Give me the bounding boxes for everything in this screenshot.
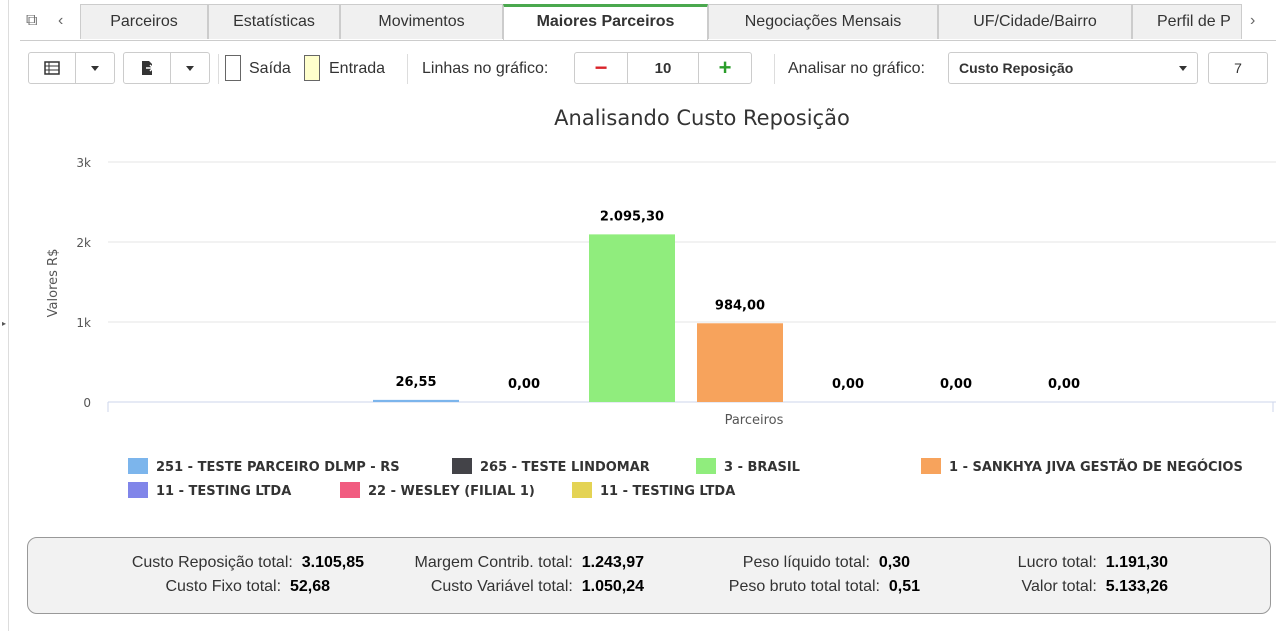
data-label: 0,00 [508,377,540,392]
analyze-label: Analisar no gráfico: [788,60,925,77]
summary-panel: Custo Reposição total: 3.105,85 Custo Fi… [27,537,1271,614]
peso-liquido-total: Peso líquido total: 0,30 [743,554,910,572]
caret-down-icon [186,65,194,71]
data-label: 0,00 [832,377,864,392]
entrada-label: Entrada [329,60,386,77]
y-tick-label: 3k [76,156,91,170]
tab-maiores-parceiros[interactable]: Maiores Parceiros [503,4,708,40]
minus-icon: − [594,55,608,80]
y-tick-label: 0 [83,396,91,410]
export-dropdown[interactable] [170,52,210,84]
legend-swatch [452,458,472,474]
peso-bruto-total: Peso bruto total total: 0,51 [729,578,920,596]
lines-label: Linhas no gráfico: [422,60,549,77]
caret-down-icon [91,65,99,71]
valor-label: Valor total: [1021,578,1097,595]
toolbar-divider [218,54,219,84]
grid-view-dropdown[interactable] [75,52,115,84]
custo-fixo-total: Custo Fixo total: 52,68 [165,578,330,596]
toolbar-divider [407,54,408,84]
custo-variavel-total: Custo Variável total: 1.050,24 [431,578,644,596]
lines-count-input[interactable]: 10 [627,52,699,84]
legend-item-label: 22 - WESLEY (FILIAL 1) [368,484,535,499]
lucro-total: Lucro total: 1.191,30 [1018,554,1168,572]
x-axis-label: Parceiros [725,413,784,428]
export-button[interactable] [123,52,171,84]
y-tick-label: 2k [76,236,91,250]
legend-swatch [340,482,360,498]
tab-scroll-left-icon[interactable]: ‹ [58,12,64,29]
table-icon [44,61,60,75]
analyze-select[interactable]: Custo Reposição [948,52,1198,84]
peso-liquido-label: Peso líquido total: [742,554,870,571]
grid-view-button[interactable] [28,52,76,84]
custo-fixo-value: 52,68 [289,578,330,595]
tab-estatisticas[interactable]: Estatísticas [208,4,340,39]
toolbar-divider [774,54,775,84]
peso-bruto-label: Peso bruto total total: [728,578,880,595]
bar-chart: Analisando Custo Reposição 0 1k 2k 3k 26,55… [46,106,1276,499]
legend-item-label: 3 - BRASIL [724,460,800,475]
legend-swatch [572,482,592,498]
extra-value-input[interactable]: 7 [1208,52,1268,84]
saida-label: Saída [249,60,291,77]
tab-perfil[interactable]: Perfil de P [1132,4,1242,39]
lucro-label: Lucro total: [1017,554,1097,571]
valor-total: Valor total: 5.133,26 [1022,578,1168,596]
chart-title: Analisando Custo Reposição [554,106,850,130]
data-label: 2.095,30 [600,209,664,224]
tab-bar: ⧉ ‹ Parceiros Estatísticas Movimentos Ma… [20,4,1276,41]
legend-item-label: 265 - TESTE LINDOMAR [480,460,650,475]
legend-swatch [128,458,148,474]
data-label: 26,55 [395,375,436,390]
analyze-select-value: Custo Reposição [959,60,1074,76]
valor-value: 5.133,26 [1105,578,1168,595]
bar [589,234,675,402]
tab-scroll-right-icon[interactable]: › [1250,12,1256,29]
left-splitter[interactable] [8,0,9,631]
data-label: 0,00 [940,377,972,392]
margem-value: 1.243,97 [581,554,644,571]
custo-reposicao-value: 3.105,85 [301,554,364,571]
tab-movimentos[interactable]: Movimentos [340,4,503,39]
tab-uf-cidade-bairro[interactable]: UF/Cidade/Bairro [938,4,1132,39]
legend-swatch [696,458,716,474]
caret-down-icon [1179,65,1187,71]
y-axis-label: Valores R$ [46,249,61,318]
data-label: 984,00 [715,298,765,313]
bar [697,323,783,402]
peso-bruto-value: 0,51 [888,578,920,595]
entrada-swatch[interactable] [304,55,320,81]
legend-item-label: 11 - TESTING LTDA [156,484,291,499]
decrease-lines-button[interactable]: − [574,52,628,84]
bar [373,399,459,402]
collapse-arrow-icon[interactable]: ▸ [2,319,7,328]
custo-variavel-value: 1.050,24 [581,578,644,595]
legend-item-label: 1 - SANKHYA JIVA GESTÃO DE NEGÓCIOS [949,459,1243,475]
export-file-icon [142,61,154,75]
peso-liquido-value: 0,30 [878,554,910,571]
y-tick-label: 1k [76,316,91,330]
legend-swatch [128,482,148,498]
custo-fixo-label: Custo Fixo total: [165,578,282,595]
margem-label: Margem Contrib. total: [414,554,573,571]
margem-contrib-total: Margem Contrib. total: 1.243,97 [415,554,644,572]
data-label: 0,00 [1048,377,1080,392]
legend-item-label: 251 - TESTE PARCEIRO DLMP - RS [156,460,400,475]
tab-parceiros[interactable]: Parceiros [80,4,208,39]
plus-icon: + [718,55,732,80]
custo-reposicao-label: Custo Reposição total: [131,554,293,571]
custo-variavel-label: Custo Variável total: [430,578,573,595]
legend-item-label: 11 - TESTING LTDA [600,484,735,499]
lucro-value: 1.191,30 [1105,554,1168,571]
saida-swatch[interactable] [225,55,241,81]
legend-swatch [921,458,941,474]
tab-negociacoes-mensais[interactable]: Negociações Mensais [708,4,938,39]
increase-lines-button[interactable]: + [698,52,752,84]
windows-icon[interactable]: ⧉ [26,12,38,29]
custo-reposicao-total: Custo Reposição total: 3.105,85 [132,554,364,572]
